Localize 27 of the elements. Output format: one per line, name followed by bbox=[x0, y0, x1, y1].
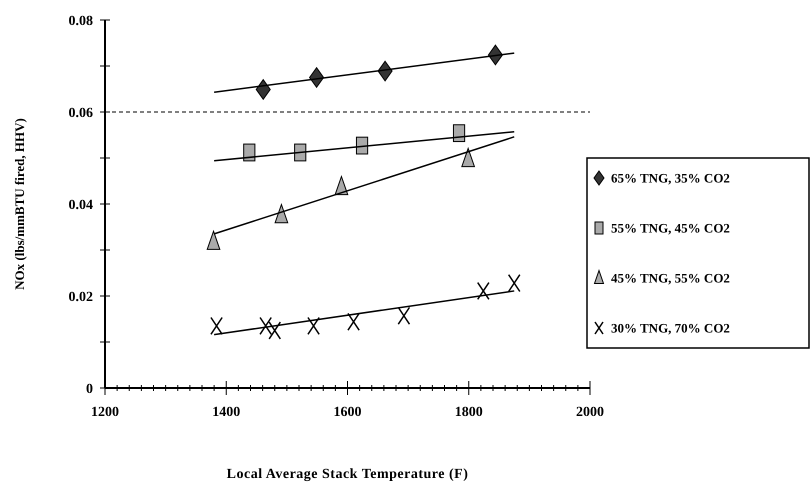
point bbox=[508, 274, 521, 292]
x-tick-label: 1200 bbox=[91, 405, 119, 420]
y-axis-title: NOx (lbs/mmBTU fired, HHV) bbox=[12, 118, 27, 290]
x-tick-label: 1400 bbox=[212, 405, 240, 420]
point bbox=[206, 230, 220, 250]
point bbox=[476, 282, 490, 300]
point bbox=[256, 79, 271, 100]
point bbox=[356, 136, 368, 154]
legend-label: 65% TNG, 35% CO2 bbox=[611, 170, 730, 186]
legend-label: 45% TNG, 55% CO2 bbox=[611, 270, 730, 286]
point bbox=[461, 148, 475, 168]
x-axis-title: Local Average Stack Temperature (F) bbox=[226, 467, 468, 482]
y-tick-label: 0.02 bbox=[68, 290, 93, 305]
point bbox=[347, 312, 360, 331]
point bbox=[274, 204, 288, 224]
legend-label: 55% TNG, 45% CO2 bbox=[611, 220, 730, 236]
y-tick-label: 0.06 bbox=[68, 106, 93, 121]
x-tick-label: 1600 bbox=[334, 405, 362, 420]
legend-label: 30% TNG, 70% CO2 bbox=[611, 320, 730, 336]
x-tick-label: 1800 bbox=[454, 405, 483, 420]
point bbox=[398, 306, 410, 325]
y-tick-label: 0.04 bbox=[68, 198, 93, 213]
y-tick-label: 0.08 bbox=[68, 14, 93, 29]
point bbox=[268, 321, 282, 340]
x-tick-label: 2000 bbox=[576, 405, 604, 420]
y-tick-label: 0 bbox=[86, 382, 93, 397]
point bbox=[259, 316, 272, 336]
